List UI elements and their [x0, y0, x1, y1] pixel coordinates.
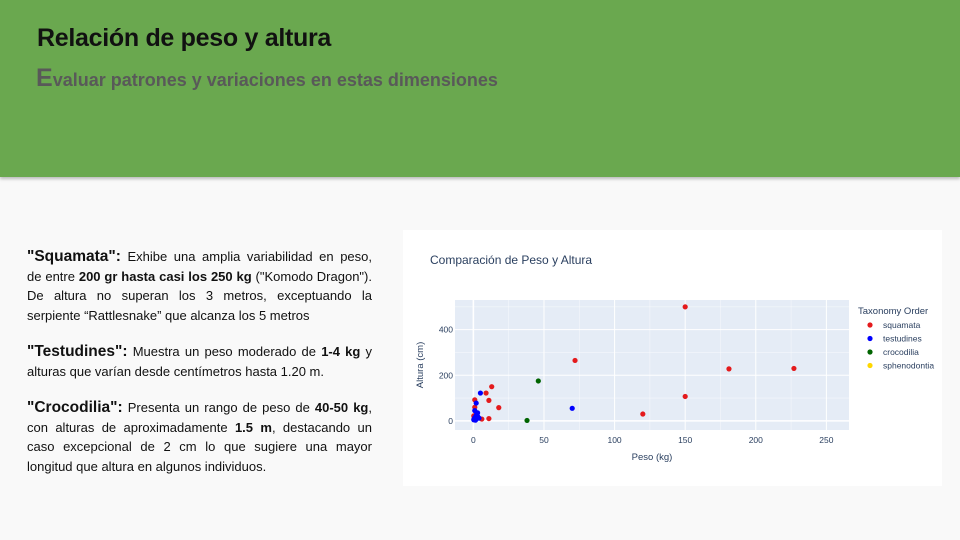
legend-label-squamata: squamata [883, 320, 921, 330]
data-point-squamata [486, 415, 492, 422]
x-tick-label: 0 [471, 435, 476, 445]
subtitle-text: valuar patrones y variaciones en estas d… [52, 70, 498, 90]
y-tick-label: 200 [439, 370, 453, 380]
paragraph-bold: 1.5 m [234, 419, 272, 435]
data-point-testudines [569, 405, 575, 411]
paragraph-text: ("Komodo Dragon"). De altura no superan … [27, 268, 372, 323]
paragraph-text: , con alturas de aproximadamente [27, 400, 372, 435]
data-point-crocodilia [535, 378, 541, 384]
legend-title: Taxonomy Order [858, 306, 928, 317]
plot-area [455, 300, 849, 430]
x-tick-label: 50 [539, 435, 549, 445]
legend-label-testudines: testudines [883, 334, 922, 344]
data-point-squamata [726, 366, 732, 372]
data-point-squamata [496, 405, 502, 411]
data-point-squamata [483, 390, 489, 396]
paragraph-text: Presenta un rango de peso de [122, 400, 315, 415]
description-column: "Squamata": Exhibe una amplia variabilid… [27, 247, 372, 493]
paragraph-text: , destacando un caso excepcional de 2 cm… [27, 419, 372, 474]
legend-marker-sphenodontia [867, 362, 873, 369]
subtitle-initial: E [36, 64, 53, 92]
paragraph-testudines: "Testudines": Muestra un peso moderado d… [27, 342, 372, 381]
data-point-squamata [489, 384, 495, 390]
data-point-crocodilia [524, 417, 530, 424]
x-tick-label: 150 [678, 435, 692, 445]
data-point-squamata [572, 357, 578, 364]
paragraph-crocodilia: "Crocodilia": Presenta un rango de peso … [27, 398, 372, 476]
term-testudines: "Testudines": [27, 343, 128, 360]
data-point-squamata [640, 411, 646, 417]
data-point-squamata [486, 397, 492, 403]
paragraph-bold: 1-4 kg [321, 344, 361, 359]
legend-marker-crocodilia [867, 349, 873, 355]
y-tick-label: 400 [439, 325, 453, 335]
legend-label-sphenodontia: sphenodontia [883, 361, 934, 371]
paragraph-text: y alturas que varían desde centímetros h… [27, 344, 373, 379]
scatter-chart: Comparación de Peso y Altura 0 50 100 150 200… [415, 253, 934, 463]
paragraph-bold: 200 gr hasta casi los 250 kg [78, 268, 252, 284]
y-axis-title: Altura (cm) [415, 342, 426, 388]
x-axis-title: Peso (kg) [632, 452, 673, 463]
x-tick-label: 200 [749, 435, 763, 445]
term-squamata: "Squamata": [27, 248, 121, 265]
paragraph-bold: 40-50 kg [314, 400, 369, 415]
data-point-testudines [474, 413, 481, 419]
y-tick-label: 0 [448, 416, 453, 426]
x-tick-label: 250 [819, 435, 833, 445]
data-point-squamata [682, 304, 688, 310]
x-tick-label: 100 [607, 435, 621, 445]
chart-title: Comparación de Peso y Altura [430, 253, 592, 267]
data-point-testudines [473, 400, 479, 406]
paragraph-text: Muestra un peso moderado de [127, 344, 322, 359]
legend-label-crocodilia: crocodilia [883, 347, 919, 357]
header-banner: Relación de peso y altura Evaluar patron… [0, 0, 960, 177]
legend-marker-testudines [867, 335, 873, 342]
data-point-testudines [477, 390, 484, 396]
paragraph-squamata: "Squamata": Exhibe una amplia variabilid… [27, 247, 372, 325]
legend-marker-squamata [867, 322, 873, 328]
data-point-squamata [791, 365, 797, 372]
term-crocodilia: "Crocodilia": [27, 399, 123, 416]
slide-subtitle: Evaluar patrones y variaciones en estas … [36, 64, 498, 93]
scatter-chart-panel: Comparación de Peso y Altura 0 50 100 150 200… [403, 230, 942, 486]
slide-title: Relación de peso y altura [37, 24, 331, 52]
data-point-testudines [472, 417, 479, 423]
data-point-squamata [682, 393, 688, 400]
paragraph-text: Exhibe una amplia variabilidad en peso, … [27, 249, 372, 284]
